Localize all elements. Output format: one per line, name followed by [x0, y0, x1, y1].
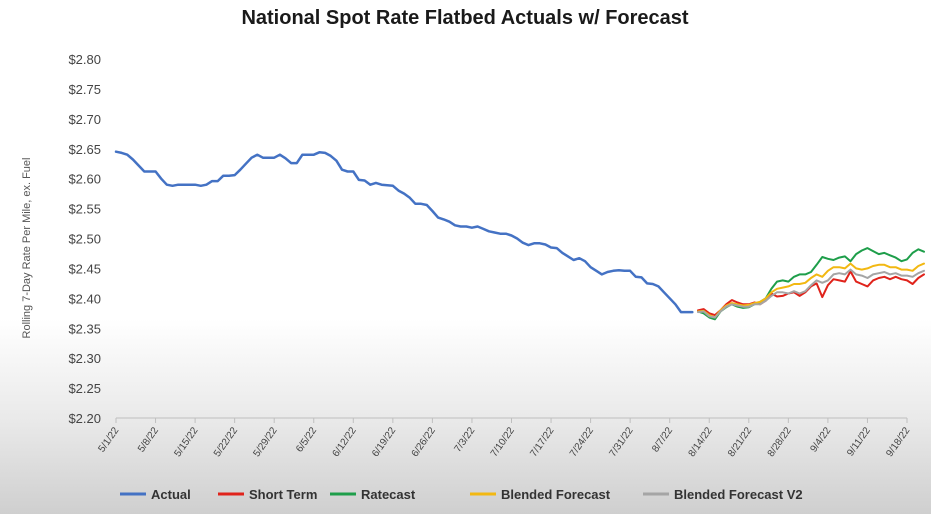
x-tick-label: 6/26/22	[410, 425, 438, 459]
series-line-ratecast	[697, 247, 925, 321]
x-tick-label: 8/28/22	[766, 425, 794, 459]
series-layer	[114, 150, 925, 321]
x-axis: 5/1/22 5/8/22 5/15/22 5/22/22 5/29/22 6/5/22 6…	[96, 417, 913, 459]
legend-label-blended-forecast: Blended Forecast	[501, 487, 611, 502]
y-tick-label: $2.70	[68, 112, 101, 127]
x-tick-label: 6/5/22	[294, 425, 319, 454]
y-tick-label: $2.35	[68, 321, 101, 336]
x-tick-label: 5/29/22	[252, 425, 280, 459]
y-tick-label: $2.75	[68, 82, 101, 97]
x-tick-label: 8/7/22	[650, 425, 675, 454]
x-tick-label: 7/10/22	[489, 425, 517, 459]
x-tick-label: 9/4/22	[808, 425, 833, 454]
legend-label-actual: Actual	[151, 487, 191, 502]
y-tick-label: $2.25	[68, 381, 101, 396]
x-tick-label: 7/24/22	[568, 425, 596, 459]
y-axis-label: Rolling 7-Day Rate Per Mile, ex. Fuel	[21, 158, 33, 339]
y-tick-label: $2.80	[68, 52, 101, 67]
y-tick-label: $2.45	[68, 261, 101, 276]
x-tick-label: 7/3/22	[452, 425, 477, 454]
y-tick-label: $2.50	[68, 232, 101, 247]
y-tick-label: $2.55	[68, 202, 101, 217]
x-tick-label: 5/1/22	[96, 425, 121, 454]
x-tick-label: 5/8/22	[136, 425, 161, 454]
legend-label-ratecast: Ratecast	[361, 487, 416, 502]
y-tick-label: $2.30	[68, 351, 101, 366]
x-tick-label: 9/18/22	[884, 425, 912, 459]
x-tick-label: 7/31/22	[607, 425, 635, 459]
x-tick-label: 9/11/22	[845, 425, 873, 458]
y-tick-label: $2.20	[68, 411, 101, 426]
x-tick-label: 6/12/22	[331, 425, 359, 459]
x-tick-label: 5/15/22	[172, 425, 200, 459]
x-tick-label: 5/22/22	[212, 425, 240, 459]
series-line-blended-forecast-v2	[697, 268, 925, 319]
y-tick-label: $2.60	[68, 172, 101, 187]
chart-title: National Spot Rate Flatbed Actuals w/ Fo…	[241, 7, 688, 29]
series-line-blended-forecast	[697, 262, 925, 319]
x-tick-label: 8/21/22	[726, 425, 754, 459]
y-axis-ticks: $2.20 $2.25 $2.30 $2.35 $2.40 $2.45 $2.50 $2.55…	[68, 52, 101, 426]
legend-label-short-term: Short Term	[249, 487, 317, 502]
y-tick-label: $2.65	[68, 142, 101, 157]
legend: Actual Short Term Ratecast Blended Forecast…	[120, 487, 803, 502]
series-line-actual	[114, 150, 694, 314]
legend-label-blended-forecast-v2: Blended Forecast V2	[674, 487, 803, 502]
x-tick-label: 8/14/22	[687, 425, 715, 459]
y-tick-label: $2.40	[68, 291, 101, 306]
x-tick-label: 6/19/22	[370, 425, 398, 459]
x-tick-label: 7/17/22	[528, 425, 556, 459]
